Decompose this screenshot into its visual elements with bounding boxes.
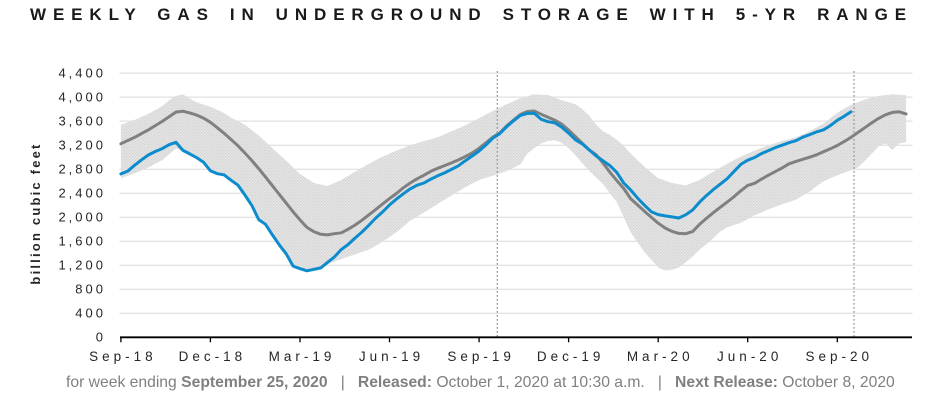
- svg-text:Jun-20: Jun-20: [717, 349, 782, 364]
- svg-text:0: 0: [96, 330, 106, 345]
- svg-text:2,000: 2,000: [58, 210, 106, 225]
- svg-text:Mar-19: Mar-19: [269, 349, 336, 364]
- svg-text:billion cubic feet: billion cubic feet: [28, 142, 43, 284]
- svg-text:Dec-19: Dec-19: [537, 349, 605, 364]
- svg-text:Jun-19: Jun-19: [359, 349, 424, 364]
- svg-text:3,600: 3,600: [58, 113, 106, 128]
- svg-text:3,200: 3,200: [58, 138, 106, 153]
- svg-text:Mar-20: Mar-20: [627, 349, 694, 364]
- svg-text:1,600: 1,600: [58, 234, 106, 249]
- svg-text:400: 400: [75, 306, 106, 321]
- svg-text:2,400: 2,400: [58, 186, 106, 201]
- svg-text:1,200: 1,200: [58, 258, 106, 273]
- svg-text:Dec-18: Dec-18: [179, 349, 247, 364]
- svg-text:Sep-18: Sep-18: [89, 349, 157, 364]
- svg-text:800: 800: [75, 282, 106, 297]
- svg-text:Sep-20: Sep-20: [806, 349, 874, 364]
- svg-text:2,800: 2,800: [58, 162, 106, 177]
- svg-text:4,400: 4,400: [58, 65, 106, 80]
- svg-text:4,000: 4,000: [58, 89, 106, 104]
- svg-text:Sep-19: Sep-19: [447, 349, 515, 364]
